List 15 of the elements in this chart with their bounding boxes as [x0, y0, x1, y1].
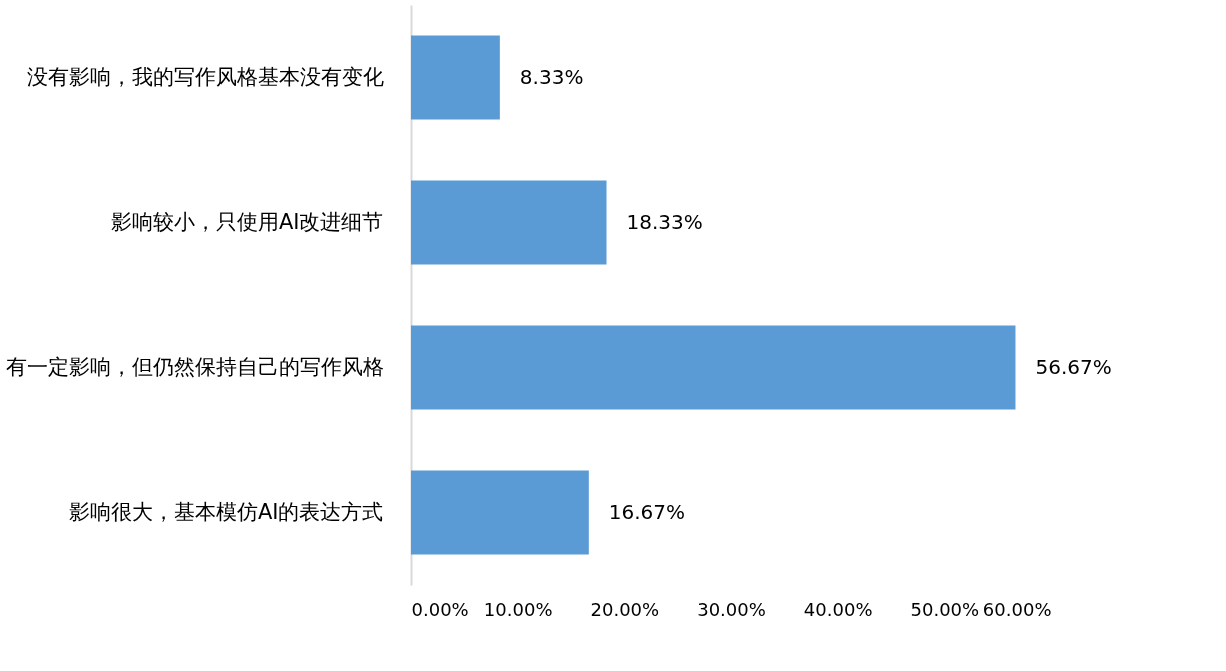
x-tick-label: 40.00% — [803, 598, 873, 620]
y-tick-label: 影响较小，只使用AI改进细节 — [110, 209, 384, 234]
x-tick-label: 60.00% — [982, 598, 1052, 620]
data-label: 18.33% — [626, 209, 703, 234]
data-label: 56.67% — [1035, 354, 1112, 379]
x-tick-label: 50.00% — [910, 598, 980, 620]
x-tick-label: 10.00% — [483, 598, 553, 620]
data-label: 16.67% — [608, 499, 686, 524]
y-tick-label: 没有影响，我的写作风格基本没有变化 — [26, 64, 384, 89]
x-tick-label: 20.00% — [590, 598, 660, 620]
x-tick-label: 30.00% — [697, 598, 766, 620]
x-tick-label: 0.00% — [411, 598, 469, 620]
y-tick-label: 有一定影响，但仍然保持自己的写作风格 — [5, 354, 384, 379]
data-label: 8.33% — [519, 64, 584, 89]
y-tick-label: 影响很大，基本模仿AI的表达方式 — [68, 499, 384, 524]
